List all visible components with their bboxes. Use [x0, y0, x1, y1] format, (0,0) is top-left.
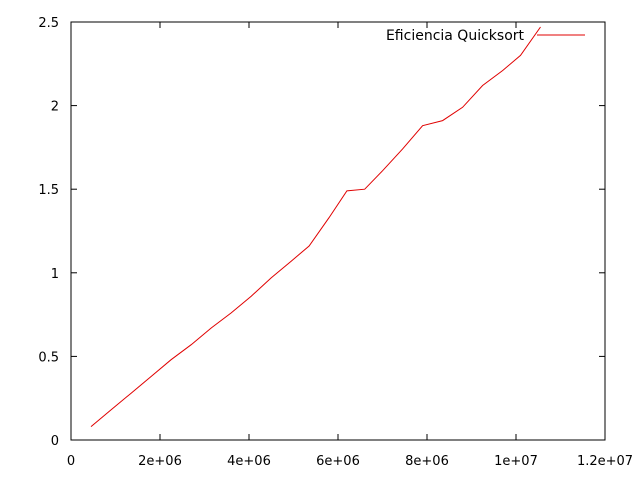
x-tick-label: 1e+07 — [494, 454, 538, 469]
x-tick-label: 0 — [67, 454, 75, 469]
y-tick-label: 2 — [51, 100, 59, 115]
y-tick-label: 2.5 — [38, 16, 59, 31]
legend-label: Eficiencia Quicksort — [386, 28, 525, 44]
x-tick-label: 8e+06 — [405, 454, 449, 469]
x-tick-label: 6e+06 — [316, 454, 360, 469]
plot-frame — [70, 21, 606, 441]
x-tick-label: 1.2e+07 — [577, 454, 633, 469]
legend: Eficiencia Quicksort — [386, 28, 585, 44]
x-axis-ticks: 0 2e+06 4e+06 6e+06 8e+06 1e+07 1.2e+07 — [67, 22, 633, 469]
series-layer — [90, 26, 541, 427]
y-tick-label: 0.5 — [38, 350, 59, 365]
x-tick-label: 2e+06 — [138, 454, 182, 469]
series-line — [90, 26, 541, 427]
y-tick-label: 1 — [51, 267, 59, 282]
y-tick-label: 0 — [51, 434, 59, 449]
y-axis-ticks: 0 0.5 1 1.5 2 2.5 — [38, 16, 605, 449]
x-tick-label: 4e+06 — [227, 454, 271, 469]
y-tick-label: 1.5 — [38, 183, 59, 198]
